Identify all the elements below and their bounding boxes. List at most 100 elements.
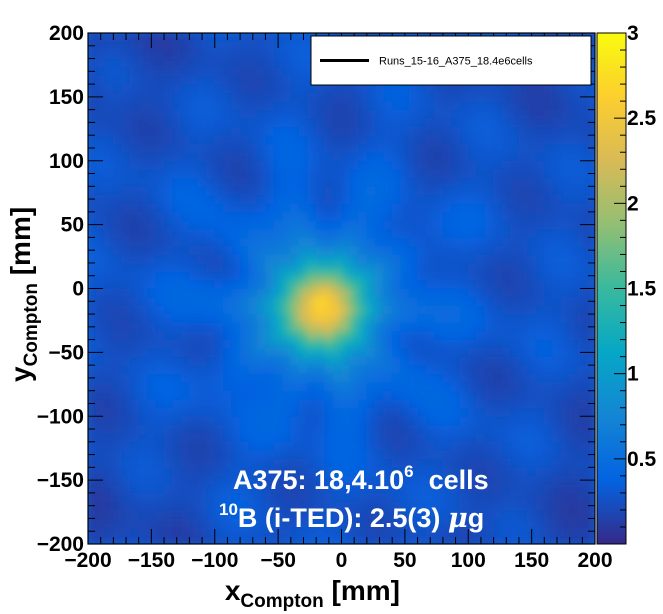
- heat-cell: [290, 117, 300, 127]
- heat-cell: [391, 220, 401, 230]
- heat-cell: [273, 186, 283, 196]
- heat-cell: [96, 458, 106, 468]
- heat-cell: [180, 432, 190, 443]
- heat-cell: [569, 381, 579, 391]
- heat-cell: [366, 279, 376, 289]
- heat-cell: [197, 168, 207, 179]
- heat-cell: [383, 168, 393, 179]
- heat-cell: [358, 475, 368, 485]
- heat-cell: [366, 407, 376, 417]
- heat-cell: [577, 100, 587, 110]
- heat-cell: [163, 245, 173, 255]
- heat-cell: [222, 271, 232, 281]
- heat-cell: [391, 492, 401, 502]
- heat-cell: [510, 484, 520, 494]
- heat-cell: [155, 322, 165, 332]
- heat-cell: [104, 330, 114, 340]
- heat-cell: [400, 424, 410, 434]
- heat-cell: [172, 373, 182, 383]
- heat-cell: [121, 305, 131, 315]
- heat-cell: [358, 339, 368, 349]
- heat-cell: [434, 415, 444, 426]
- heat-cell: [577, 168, 587, 179]
- heat-cell: [214, 450, 224, 460]
- heat-cell: [535, 364, 545, 374]
- heat-cell: [282, 535, 292, 544]
- heat-cell: [349, 126, 359, 136]
- heat-cell: [239, 262, 249, 272]
- heat-cell: [501, 228, 511, 238]
- heat-cell: [180, 356, 190, 366]
- heat-cell: [298, 228, 308, 238]
- heat-cell: [366, 322, 376, 332]
- heat-cell: [163, 49, 173, 59]
- heat-cell: [146, 475, 156, 485]
- heat-cell: [256, 432, 266, 443]
- heat-cell: [484, 330, 494, 340]
- heat-cell: [425, 211, 435, 221]
- heat-cell: [569, 245, 579, 255]
- heat-cell: [493, 160, 503, 170]
- heat-cell: [290, 58, 300, 68]
- heat-cell: [544, 407, 554, 417]
- heat-cell: [155, 177, 165, 187]
- heat-cell: [256, 305, 266, 315]
- heat-cell: [298, 134, 308, 145]
- heat-cell: [527, 356, 537, 366]
- x-axis-title-unit: [mm]: [324, 575, 400, 606]
- heat-cell: [408, 83, 418, 93]
- heat-cell: [476, 168, 486, 179]
- heat-cell: [544, 143, 554, 153]
- heat-cell: [273, 339, 283, 349]
- heat-cell: [459, 83, 469, 93]
- heat-cell: [552, 450, 562, 460]
- heat-cell: [146, 75, 156, 85]
- heat-cell: [189, 271, 199, 281]
- heat-cell: [324, 322, 334, 332]
- heat-cell: [248, 407, 258, 417]
- heat-cell: [560, 467, 570, 477]
- heat-cell: [172, 330, 182, 340]
- heat-cell: [206, 450, 216, 460]
- heat-cell: [501, 467, 511, 477]
- heat-cell: [391, 356, 401, 366]
- heat-cell: [248, 117, 258, 127]
- heat-cell: [189, 117, 199, 127]
- heat-cell: [518, 288, 528, 298]
- heat-cell: [467, 245, 477, 255]
- heat-cell: [113, 151, 123, 162]
- heat-cell: [231, 432, 241, 443]
- heat-cell: [442, 305, 452, 315]
- heat-cell: [315, 211, 325, 221]
- heat-cell: [315, 509, 325, 519]
- heat-cell: [96, 134, 106, 145]
- heat-cell: [121, 75, 131, 85]
- heat-cell: [315, 254, 325, 264]
- heat-cell: [113, 518, 123, 528]
- heat-cell: [535, 492, 545, 502]
- heat-cell: [560, 117, 570, 127]
- heat-cell: [400, 160, 410, 170]
- heat-cell: [544, 381, 554, 391]
- heat-cell: [113, 49, 123, 59]
- heat-cell: [408, 467, 418, 477]
- heat-cell: [324, 509, 334, 519]
- heat-cell: [484, 373, 494, 383]
- heat-cell: [206, 415, 216, 426]
- heat-cell: [239, 58, 249, 68]
- heat-cell: [146, 254, 156, 264]
- heat-cell: [282, 245, 292, 255]
- heat-cell: [408, 330, 418, 340]
- heat-cell: [476, 475, 486, 485]
- heat-cell: [172, 126, 182, 136]
- heat-cell: [121, 134, 131, 145]
- heat-cell: [408, 134, 418, 145]
- heat-cell: [206, 390, 216, 400]
- heat-cell: [535, 126, 545, 136]
- heat-cell: [425, 364, 435, 374]
- heat-cell: [121, 509, 131, 519]
- heat-cell: [273, 313, 283, 323]
- heat-cell: [315, 143, 325, 153]
- heat-cell: [341, 518, 351, 528]
- heat-cell: [96, 228, 106, 238]
